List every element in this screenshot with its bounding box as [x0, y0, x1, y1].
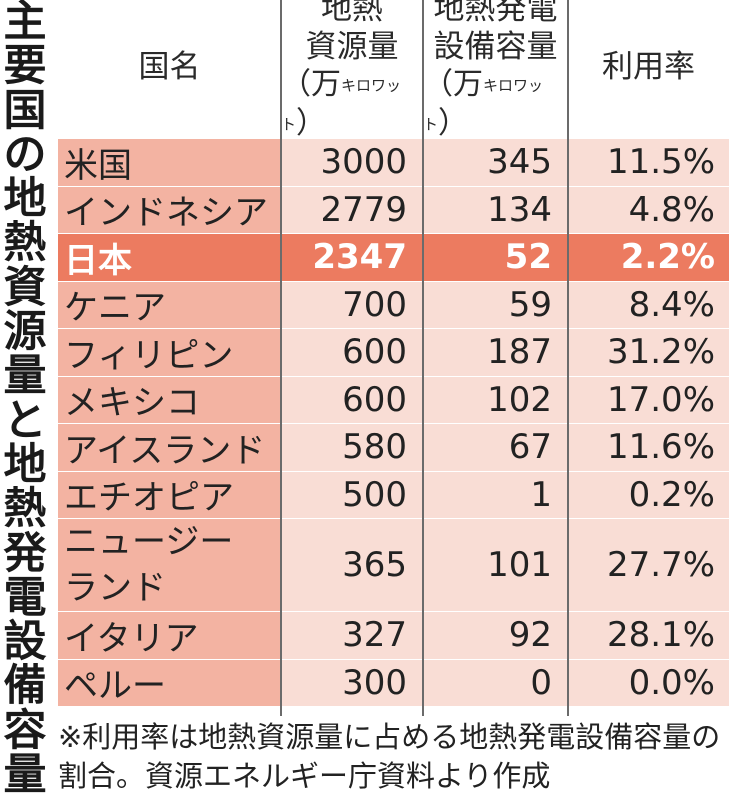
table-header: 国名 地熱 資源量 （万キロワット） 地熱発電 設備容量 （万キロワット） 利用…	[58, 0, 729, 141]
rate-cell: 11.5%	[568, 139, 729, 186]
header-capacity-line1: 地熱発電	[433, 0, 558, 27]
title-char: 地	[3, 439, 47, 490]
source-note: ※利用率は地熱資源量に占める地熱発電設備容量の割合。資源エネルギー庁資料より作成	[58, 720, 721, 793]
rate-cell: 28.1%	[568, 612, 729, 659]
resource-cell: 580	[281, 424, 423, 471]
unit-prefix: （万	[423, 67, 483, 102]
country-cell: 米国	[58, 139, 281, 186]
rate-cell: 11.6%	[568, 424, 729, 471]
title-char: 熱	[3, 218, 47, 269]
header-capacity-line2: 設備容量	[433, 29, 558, 65]
title-char: 要	[3, 41, 47, 92]
title-char: 備	[3, 661, 47, 712]
unit-suffix: ）	[438, 105, 469, 141]
header-resource-unit: （万キロワット）	[281, 66, 423, 143]
header-rate-label: 利用率	[602, 48, 695, 85]
unit-small: キロワット	[423, 76, 544, 134]
title-char: の	[3, 129, 47, 180]
resource-cell: 500	[281, 471, 423, 518]
column-divider	[422, 0, 424, 716]
header-capacity-unit: （万キロワット）	[423, 66, 568, 143]
header-rate: 利用率	[568, 0, 729, 133]
resource-cell: 2779	[281, 186, 423, 233]
table-row: ニュージー ランド 365 101 27.7%	[58, 519, 729, 611]
table-row: イタリア 327 92 28.1%	[58, 612, 729, 659]
rate-cell: 2.2%	[568, 234, 729, 281]
table-row: エチオピア 500 1 0.2%	[58, 471, 729, 518]
capacity-cell: 59	[423, 281, 568, 328]
title-char: 設	[3, 617, 47, 668]
capacity-cell: 345	[423, 139, 568, 186]
table-row: アイスランド 580 67 11.6%	[58, 424, 729, 471]
rate-cell: 17.0%	[568, 376, 729, 423]
country-cell: フィリピン	[58, 329, 281, 376]
title-char: 量	[3, 750, 47, 800]
country-cell: イタリア	[58, 612, 281, 659]
rate-cell: 8.4%	[568, 281, 729, 328]
rate-cell: 0.2%	[568, 471, 729, 518]
header-resource: 地熱 資源量 （万キロワット）	[281, 0, 423, 141]
unit-prefix: （万	[281, 67, 341, 102]
rate-cell: 0.0%	[568, 659, 729, 706]
title-char: 国	[3, 85, 47, 136]
capacity-cell: 67	[423, 424, 568, 471]
unit-suffix: ）	[296, 105, 327, 141]
country-cell: メキシコ	[58, 376, 281, 423]
capacity-cell: 52	[423, 234, 568, 281]
resource-cell: 365	[281, 519, 423, 611]
table-row: 日本 2347 52 2.2%	[58, 234, 729, 281]
title-char: 量	[3, 351, 47, 402]
capacity-cell: 92	[423, 612, 568, 659]
table-row: メキシコ 600 102 17.0%	[58, 376, 729, 423]
rate-cell: 4.8%	[568, 186, 729, 233]
table-row: 米国 3000 345 11.5%	[58, 139, 729, 186]
resource-cell: 327	[281, 612, 423, 659]
capacity-cell: 0	[423, 659, 568, 706]
country-line: ランド	[64, 568, 166, 608]
title-char: 資	[3, 262, 47, 313]
capacity-cell: 1	[423, 471, 568, 518]
capacity-cell: 187	[423, 329, 568, 376]
resource-cell: 600	[281, 376, 423, 423]
title-char: 電	[3, 572, 47, 623]
country-cell: ニュージー ランド	[58, 519, 281, 611]
title-char: 源	[3, 307, 47, 358]
resource-cell: 300	[281, 659, 423, 706]
country-cell: 日本	[58, 234, 281, 281]
header-resource-line2: 資源量	[305, 29, 399, 65]
table-row: ケニア 700 59 8.4%	[58, 281, 729, 328]
capacity-cell: 134	[423, 186, 568, 233]
header-capacity: 地熱発電 設備容量 （万キロワット）	[423, 0, 568, 141]
table-row: フィリピン 600 187 31.2%	[58, 329, 729, 376]
country-cell: ペルー	[58, 659, 281, 706]
resource-cell: 700	[281, 281, 423, 328]
rate-cell: 27.7%	[568, 519, 729, 611]
title-char: と	[3, 395, 47, 446]
resource-cell: 3000	[281, 139, 423, 186]
header-country-label: 国名	[138, 48, 201, 85]
table-row: インドネシア 2779 134 4.8%	[58, 186, 729, 233]
title-char: 容	[3, 705, 47, 756]
unit-small: キロワット	[281, 76, 402, 134]
column-divider	[567, 0, 569, 716]
title-char: 熱	[3, 484, 47, 535]
title-char: 主	[3, 0, 47, 47]
title-char: 発	[3, 528, 47, 579]
country-cell: アイスランド	[58, 424, 281, 471]
header-resource-line1: 地熱	[321, 0, 383, 27]
country-cell: インドネシア	[58, 186, 281, 233]
title-char: 地	[3, 174, 47, 225]
resource-cell: 2347	[281, 234, 423, 281]
capacity-cell: 102	[423, 376, 568, 423]
chart-title: 主要国の地熱資源量と地熱発電設備容量	[0, 0, 50, 799]
rate-cell: 31.2%	[568, 329, 729, 376]
country-cell: ケニア	[58, 281, 281, 328]
table-row: ペルー 300 0 0.0%	[58, 659, 729, 706]
header-country: 国名	[58, 0, 281, 133]
resource-cell: 600	[281, 329, 423, 376]
country-cell: エチオピア	[58, 471, 281, 518]
column-divider	[280, 0, 282, 716]
capacity-cell: 101	[423, 519, 568, 611]
country-line: ニュージー	[64, 522, 234, 562]
